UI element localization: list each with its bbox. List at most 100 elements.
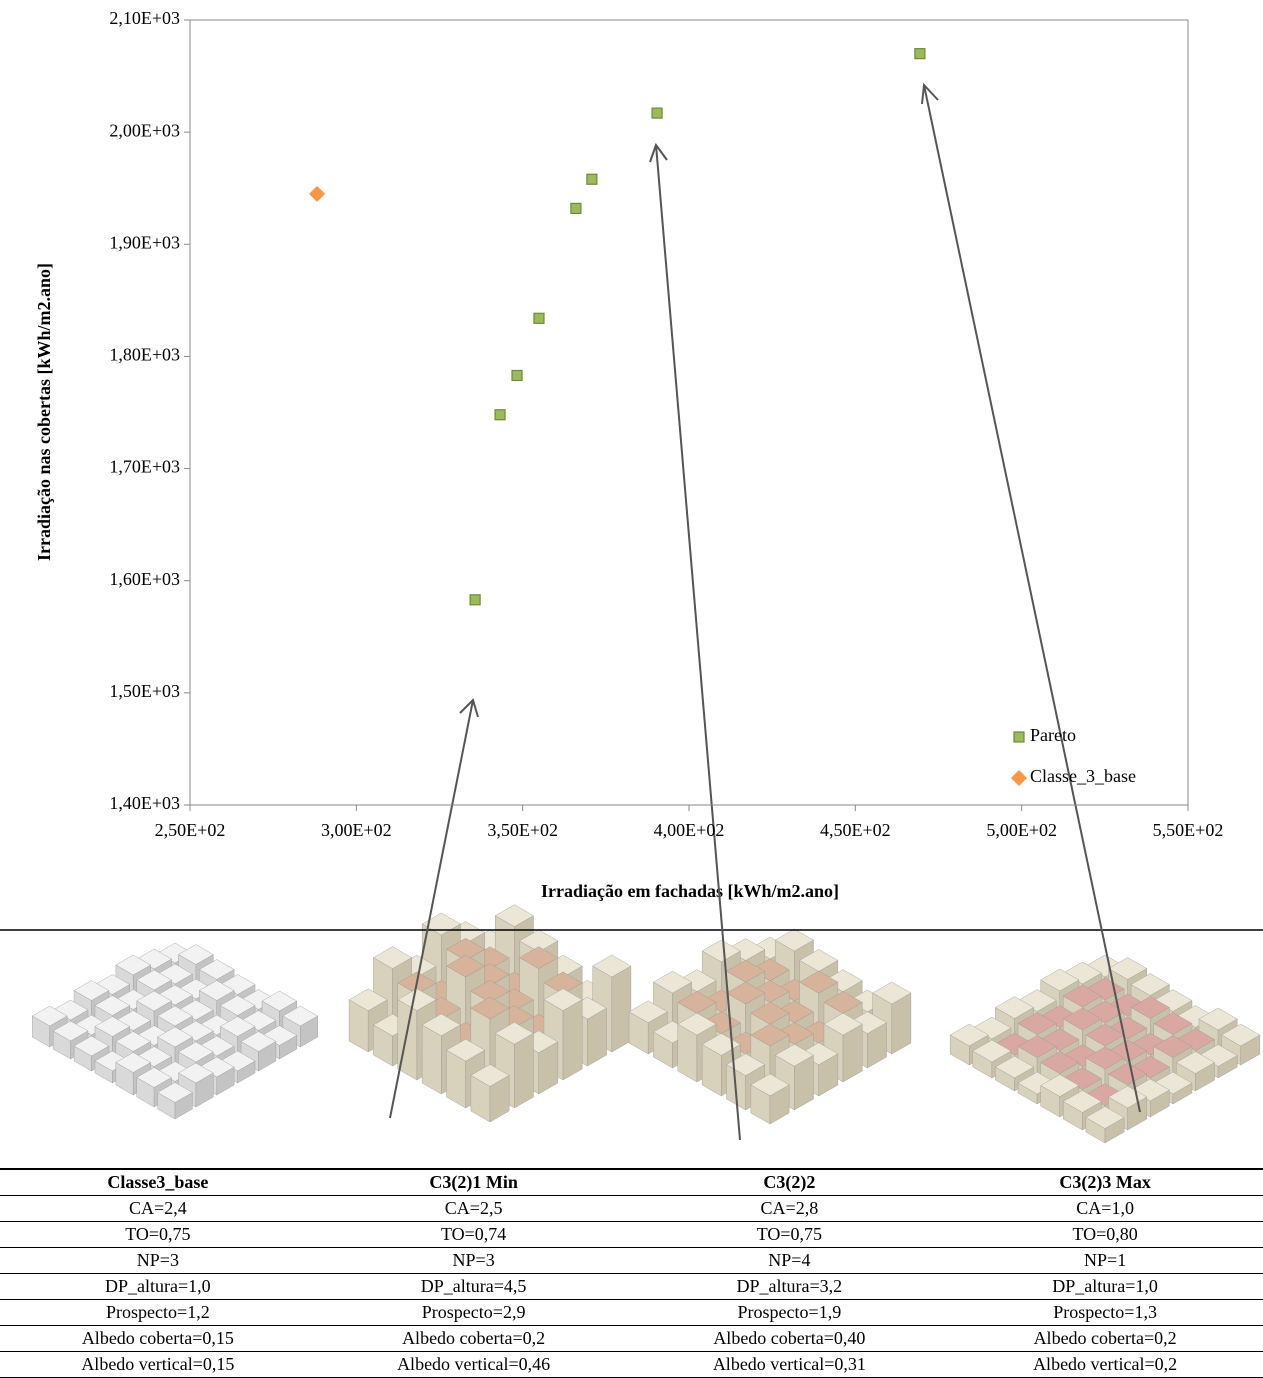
building-roof	[470, 996, 510, 1020]
building-roof	[677, 1012, 717, 1036]
table-cell: DP_altura=1,0	[0, 1273, 316, 1300]
legend-label: Classe_3_base	[1030, 766, 1136, 786]
building-roof	[31, 1005, 68, 1027]
building-roof	[157, 1082, 193, 1103]
point	[511, 369, 523, 382]
table-cell: TO=0,75	[0, 1221, 316, 1248]
building-roof	[1040, 1028, 1080, 1051]
parameter-table: Classe3_base C3(2)1 Min C3(2)2 C3(2)3 Max C…	[0, 1168, 1263, 1378]
building-roof	[774, 1044, 814, 1067]
table-cell: DP_altura=1,0	[947, 1273, 1263, 1300]
building-roof	[115, 954, 152, 976]
y-tick-label: 2,10E+03	[109, 8, 180, 28]
x-tick-label: 3,50E+02	[487, 820, 558, 840]
building-roof	[282, 1005, 319, 1027]
building-roof	[240, 1031, 277, 1052]
building-roof	[1130, 1032, 1170, 1056]
y-tick-label: 1,90E+03	[109, 232, 180, 252]
point	[533, 312, 545, 324]
y-axis-title: Irradiação nas cobertas [kWh/m2.ano]	[34, 263, 54, 561]
building-roof	[750, 1073, 790, 1097]
arrows	[389, 82, 1141, 1141]
y-tick-label: 1,70E+03	[109, 457, 180, 477]
table-cell: TO=0,80	[947, 1221, 1263, 1248]
y-tick-label: 1,60E+03	[109, 569, 180, 589]
building-roof	[178, 1041, 214, 1063]
building-roof	[701, 939, 741, 963]
table-row: TO=0,75 TO=0,74 TO=0,75 TO=0,80	[0, 1221, 1263, 1248]
building-roof	[799, 970, 839, 994]
building-roof	[1175, 1051, 1216, 1074]
building-roof	[1175, 1028, 1216, 1051]
building-side	[514, 1032, 534, 1109]
building-roof	[115, 1010, 152, 1031]
legend-marker	[1013, 731, 1025, 743]
arrow	[655, 144, 741, 1141]
building-roof	[94, 974, 131, 995]
table-cell: CA=1,0	[947, 1195, 1263, 1222]
building-roof	[198, 980, 235, 1001]
table-cell: NP=3	[0, 1247, 316, 1274]
x-tick-label: 4,00E+02	[654, 820, 725, 840]
building-roof	[1040, 968, 1080, 992]
building-roof	[994, 1055, 1035, 1079]
point	[914, 48, 926, 60]
building-roof	[1017, 1012, 1057, 1035]
building-roof	[1130, 973, 1170, 996]
building-roof	[136, 990, 172, 1012]
table-row: NP=3 NP=3 NP=4 NP=1	[0, 1247, 1263, 1274]
building-roof	[373, 946, 413, 969]
table-cell: Prospecto=1,2	[0, 1299, 316, 1326]
table-cell: DP_altura=4,5	[315, 1273, 632, 1300]
x-axis-title: Irradiação em fachadas [kWh/m2.ano]	[541, 881, 839, 901]
y-tick-label: 1,40E+03	[109, 793, 180, 813]
x-tick-label: 5,50E+02	[1153, 820, 1224, 840]
building-roof	[178, 1062, 214, 1084]
point	[586, 173, 598, 185]
point	[309, 185, 326, 202]
building-roof	[136, 1067, 172, 1088]
building-roof	[543, 988, 583, 1011]
x-tick-label: 2,50E+02	[155, 820, 226, 840]
table-cell: CA=2,8	[631, 1195, 948, 1222]
building-roof	[219, 995, 256, 1016]
legend-marker	[1011, 770, 1027, 786]
building-roof	[1221, 1023, 1261, 1047]
building-roof	[136, 969, 172, 991]
table-cell: Prospecto=1,3	[947, 1299, 1263, 1326]
table-cell: CA=2,4	[0, 1195, 316, 1222]
table-cell: Albedo vertical=0,31	[631, 1351, 948, 1378]
building-roof	[872, 981, 912, 1005]
building-roof	[178, 1020, 214, 1042]
table-cell: Prospecto=2,9	[315, 1299, 632, 1326]
arrow	[389, 699, 474, 1119]
building-roof	[628, 1000, 668, 1023]
building-roof	[1153, 1035, 1193, 1058]
building-roof	[1130, 1078, 1170, 1102]
building-roof	[1085, 954, 1125, 978]
table-cell: CA=2,5	[315, 1195, 632, 1222]
legend-label: Pareto	[1030, 725, 1076, 745]
building-roof	[726, 981, 766, 1005]
table-cell: Albedo vertical=0,2	[947, 1351, 1263, 1378]
building-roof	[115, 1031, 152, 1052]
building-roof	[592, 954, 632, 978]
x-tick-label: 3,00E+02	[321, 820, 392, 840]
x-tick-label: 4,50E+02	[820, 820, 891, 840]
building-roof	[949, 1023, 989, 1047]
building-roof	[52, 1020, 89, 1042]
table-row: DP_altura=1,0 DP_altura=4,5 DP_altura=3,2 D…	[0, 1273, 1263, 1300]
table-header-cell: C3(2)2	[631, 1168, 948, 1196]
building-roof	[1085, 1106, 1125, 1129]
building-roof	[1040, 1074, 1080, 1097]
arrow-head	[459, 698, 479, 718]
building-roof	[178, 999, 214, 1021]
building-roof	[446, 954, 486, 978]
building-roof	[219, 1016, 256, 1037]
table-row: Prospecto=1,2 Prospecto=2,9 Prospecto=1,9 P…	[0, 1299, 1263, 1326]
building-roof	[397, 988, 437, 1011]
point	[651, 107, 663, 119]
table-cell: Albedo coberta=0,15	[0, 1325, 316, 1352]
